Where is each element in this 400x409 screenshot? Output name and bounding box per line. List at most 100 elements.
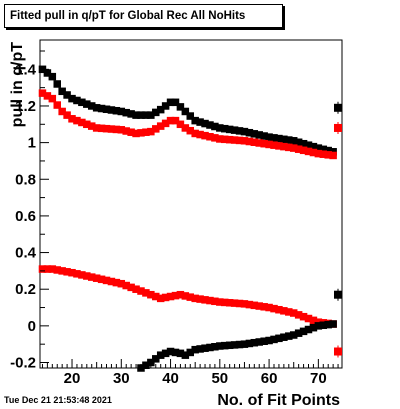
series-2-marker: [92, 124, 101, 132]
series-2-marker: [304, 147, 313, 156]
series-2-marker: [235, 136, 244, 145]
series-3-marker: [132, 285, 140, 293]
series-4-marker: [329, 320, 337, 328]
series-2-marker: [181, 124, 190, 132]
series-3-marker: [201, 296, 209, 304]
series-1-marker: [48, 72, 57, 81]
series-2-marker: [102, 124, 111, 133]
series-2-marker: [319, 150, 328, 158]
series-4-marker: [250, 338, 259, 347]
series-4-marker: [186, 348, 195, 357]
series-3-overflow-marker: [334, 347, 342, 356]
series-2-marker: [87, 122, 96, 130]
series-1-marker: [92, 104, 101, 112]
series-1-marker: [319, 145, 328, 154]
series-3-marker: [285, 308, 293, 316]
y-axis-label: pull in q/pT: [9, 42, 26, 128]
series-1-marker: [176, 103, 185, 111]
series-3-marker: [176, 290, 185, 299]
series-3-marker: [289, 309, 298, 317]
series-2-marker: [48, 94, 57, 103]
series-1-marker: [211, 122, 219, 131]
series-4-marker: [299, 327, 308, 336]
series-1-marker: [152, 108, 160, 117]
y-tick-label: 0.2: [15, 281, 36, 298]
series-2-marker: [216, 135, 224, 143]
series-3-marker: [97, 275, 106, 284]
x-tick-label: 60: [261, 370, 278, 387]
y-tick-label: -0.2: [10, 355, 36, 372]
series-1-marker: [112, 106, 121, 115]
series-1-marker: [73, 96, 81, 105]
series-1-marker: [87, 102, 96, 110]
series-3-marker: [186, 293, 195, 301]
series-2-marker: [122, 127, 130, 135]
series-1-marker: [137, 111, 145, 119]
x-tick-label: 30: [113, 370, 130, 387]
series-2-overflow-marker: [334, 123, 342, 132]
series-3-marker: [235, 299, 244, 308]
series-1-marker: [196, 118, 204, 126]
series-2-marker: [78, 118, 86, 127]
series-2-marker: [83, 120, 91, 129]
series-4-marker: [216, 342, 224, 350]
series-2-marker: [166, 116, 175, 125]
series-1-marker: [216, 124, 224, 132]
series-3-marker: [211, 297, 219, 306]
series-4-marker: [147, 358, 155, 367]
series-1-marker: [250, 130, 259, 138]
y-tick-label: 1.4: [15, 61, 37, 78]
series-3-marker: [53, 266, 61, 274]
series-1-marker: [171, 98, 180, 107]
series-3-marker: [270, 304, 278, 313]
series-1-marker: [201, 119, 209, 128]
series-4-marker: [176, 349, 185, 358]
series-1-marker: [181, 107, 190, 116]
series-1-marker: [43, 69, 52, 77]
series-1-marker: [161, 102, 170, 110]
series-4-overflow-marker: [334, 290, 342, 299]
series-2-marker: [43, 92, 52, 100]
x-axis-label: No. of Fit Points: [217, 392, 340, 409]
series-1-marker: [240, 127, 249, 136]
series-1-marker: [132, 111, 140, 119]
x-tick-label: 40: [162, 370, 179, 387]
series-4-marker: [309, 323, 318, 332]
x-tick-label: 70: [310, 370, 327, 387]
series-2-marker: [294, 145, 303, 153]
series-2-marker: [171, 116, 180, 125]
series-3-marker: [127, 283, 135, 292]
series-1-marker: [102, 105, 111, 114]
series-1-marker: [63, 91, 71, 99]
series-4-marker: [171, 348, 180, 357]
series-2-marker: [329, 151, 337, 160]
series-4-marker: [230, 341, 239, 349]
series-2-marker: [280, 142, 288, 151]
series-1-marker: [285, 136, 293, 144]
series-2-marker: [285, 143, 293, 152]
series-2-marker: [196, 130, 204, 139]
series-4-marker: [152, 355, 160, 363]
series-2-marker: [68, 115, 76, 123]
series-2-marker: [314, 149, 323, 158]
series-1-marker: [289, 137, 298, 145]
plot-frame: [39, 39, 343, 369]
series-1-marker: [225, 125, 234, 134]
series-3-marker: [250, 301, 259, 310]
series-3-marker: [240, 300, 249, 308]
series-3-marker: [122, 281, 130, 290]
series-1-marker: [294, 138, 303, 146]
series-1-marker: [265, 133, 273, 141]
series-2-marker: [260, 139, 268, 148]
series-4-marker: [220, 341, 229, 350]
series-3-marker: [220, 298, 229, 307]
y-tick-label: 0.6: [15, 208, 36, 225]
series-1-marker: [255, 131, 263, 139]
series-1-marker: [97, 104, 106, 113]
series-3-marker: [112, 278, 121, 287]
series-3-marker: [83, 272, 91, 280]
series-1-marker: [107, 106, 116, 114]
series-3-marker: [206, 296, 214, 305]
series-2-marker: [240, 137, 249, 145]
series-3-marker: [152, 292, 160, 301]
